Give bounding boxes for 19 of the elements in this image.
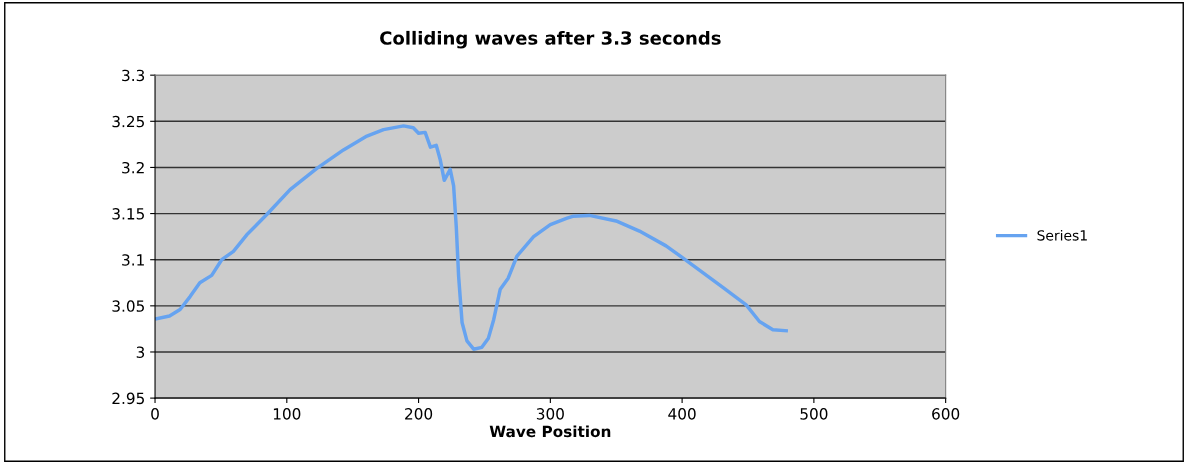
- x-tick-label: 300: [536, 408, 564, 420]
- line-series: [155, 124, 788, 351]
- x-tick-label: 0: [151, 408, 159, 420]
- chart-title: Colliding waves after 3.3 seconds: [380, 30, 721, 49]
- y-tick-label: 3.15: [112, 208, 144, 220]
- x-tick-label: 400: [668, 408, 696, 420]
- y-tick-label: 3: [136, 346, 145, 358]
- y-tick-label: 3.1: [122, 254, 144, 266]
- y-tick-label: 3.05: [112, 300, 144, 312]
- x-tick-label: 100: [273, 408, 301, 420]
- x-tick-label: 500: [800, 408, 828, 420]
- y-tick-label: 2.95: [112, 392, 144, 405]
- legend-label: Series1: [1037, 229, 1087, 241]
- x-axis-title: Wave Position: [489, 425, 611, 438]
- y-tick-label: 3.25: [112, 115, 144, 128]
- x-tick-label: 200: [405, 408, 433, 420]
- y-tick-label: 3.2: [122, 161, 144, 174]
- y-tick-label: 3.3: [122, 69, 145, 82]
- x-tick-label: 600: [932, 408, 960, 420]
